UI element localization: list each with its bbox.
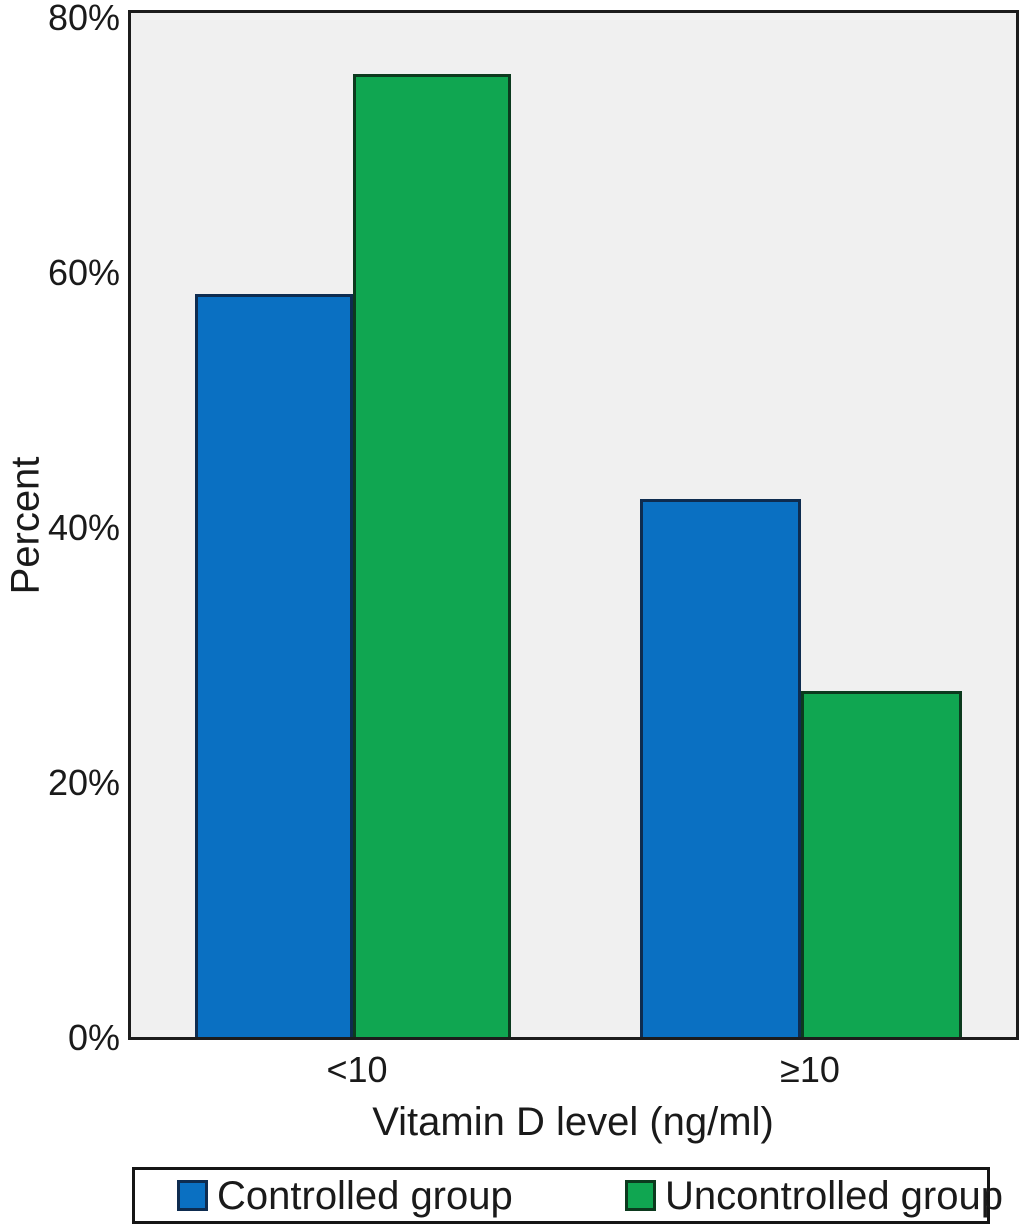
y-tick-60: 60% bbox=[47, 252, 120, 293]
legend: Controlled group Uncontrolled group bbox=[132, 1167, 1003, 1224]
bar-controlled-lt10 bbox=[195, 294, 353, 1037]
bar-uncontrolled-lt10 bbox=[353, 74, 511, 1037]
x-axis-title: Vitamin D level (ng/ml) bbox=[372, 1100, 774, 1144]
x-tick-gte10: ≥10 bbox=[780, 1049, 840, 1090]
y-tick-0: 0% bbox=[67, 1017, 120, 1058]
bar-uncontrolled-gte10 bbox=[801, 691, 962, 1037]
y-tick-40: 40% bbox=[47, 507, 120, 548]
y-tick-80: 80% bbox=[47, 0, 120, 38]
y-tick-20: 20% bbox=[47, 762, 120, 803]
legend-item-uncontrolled: Uncontrolled group bbox=[625, 1174, 1003, 1218]
legend-item-controlled: Controlled group bbox=[177, 1174, 513, 1218]
controlled-group-swatch-icon bbox=[177, 1180, 208, 1211]
x-tick-lt10: <10 bbox=[326, 1049, 388, 1090]
plot-area bbox=[128, 10, 1019, 1040]
uncontrolled-group-swatch-icon bbox=[625, 1180, 656, 1211]
legend-label-controlled: Controlled group bbox=[217, 1173, 513, 1218]
bar-controlled-gte10 bbox=[640, 499, 801, 1037]
legend-label-uncontrolled: Uncontrolled group bbox=[665, 1173, 1003, 1218]
